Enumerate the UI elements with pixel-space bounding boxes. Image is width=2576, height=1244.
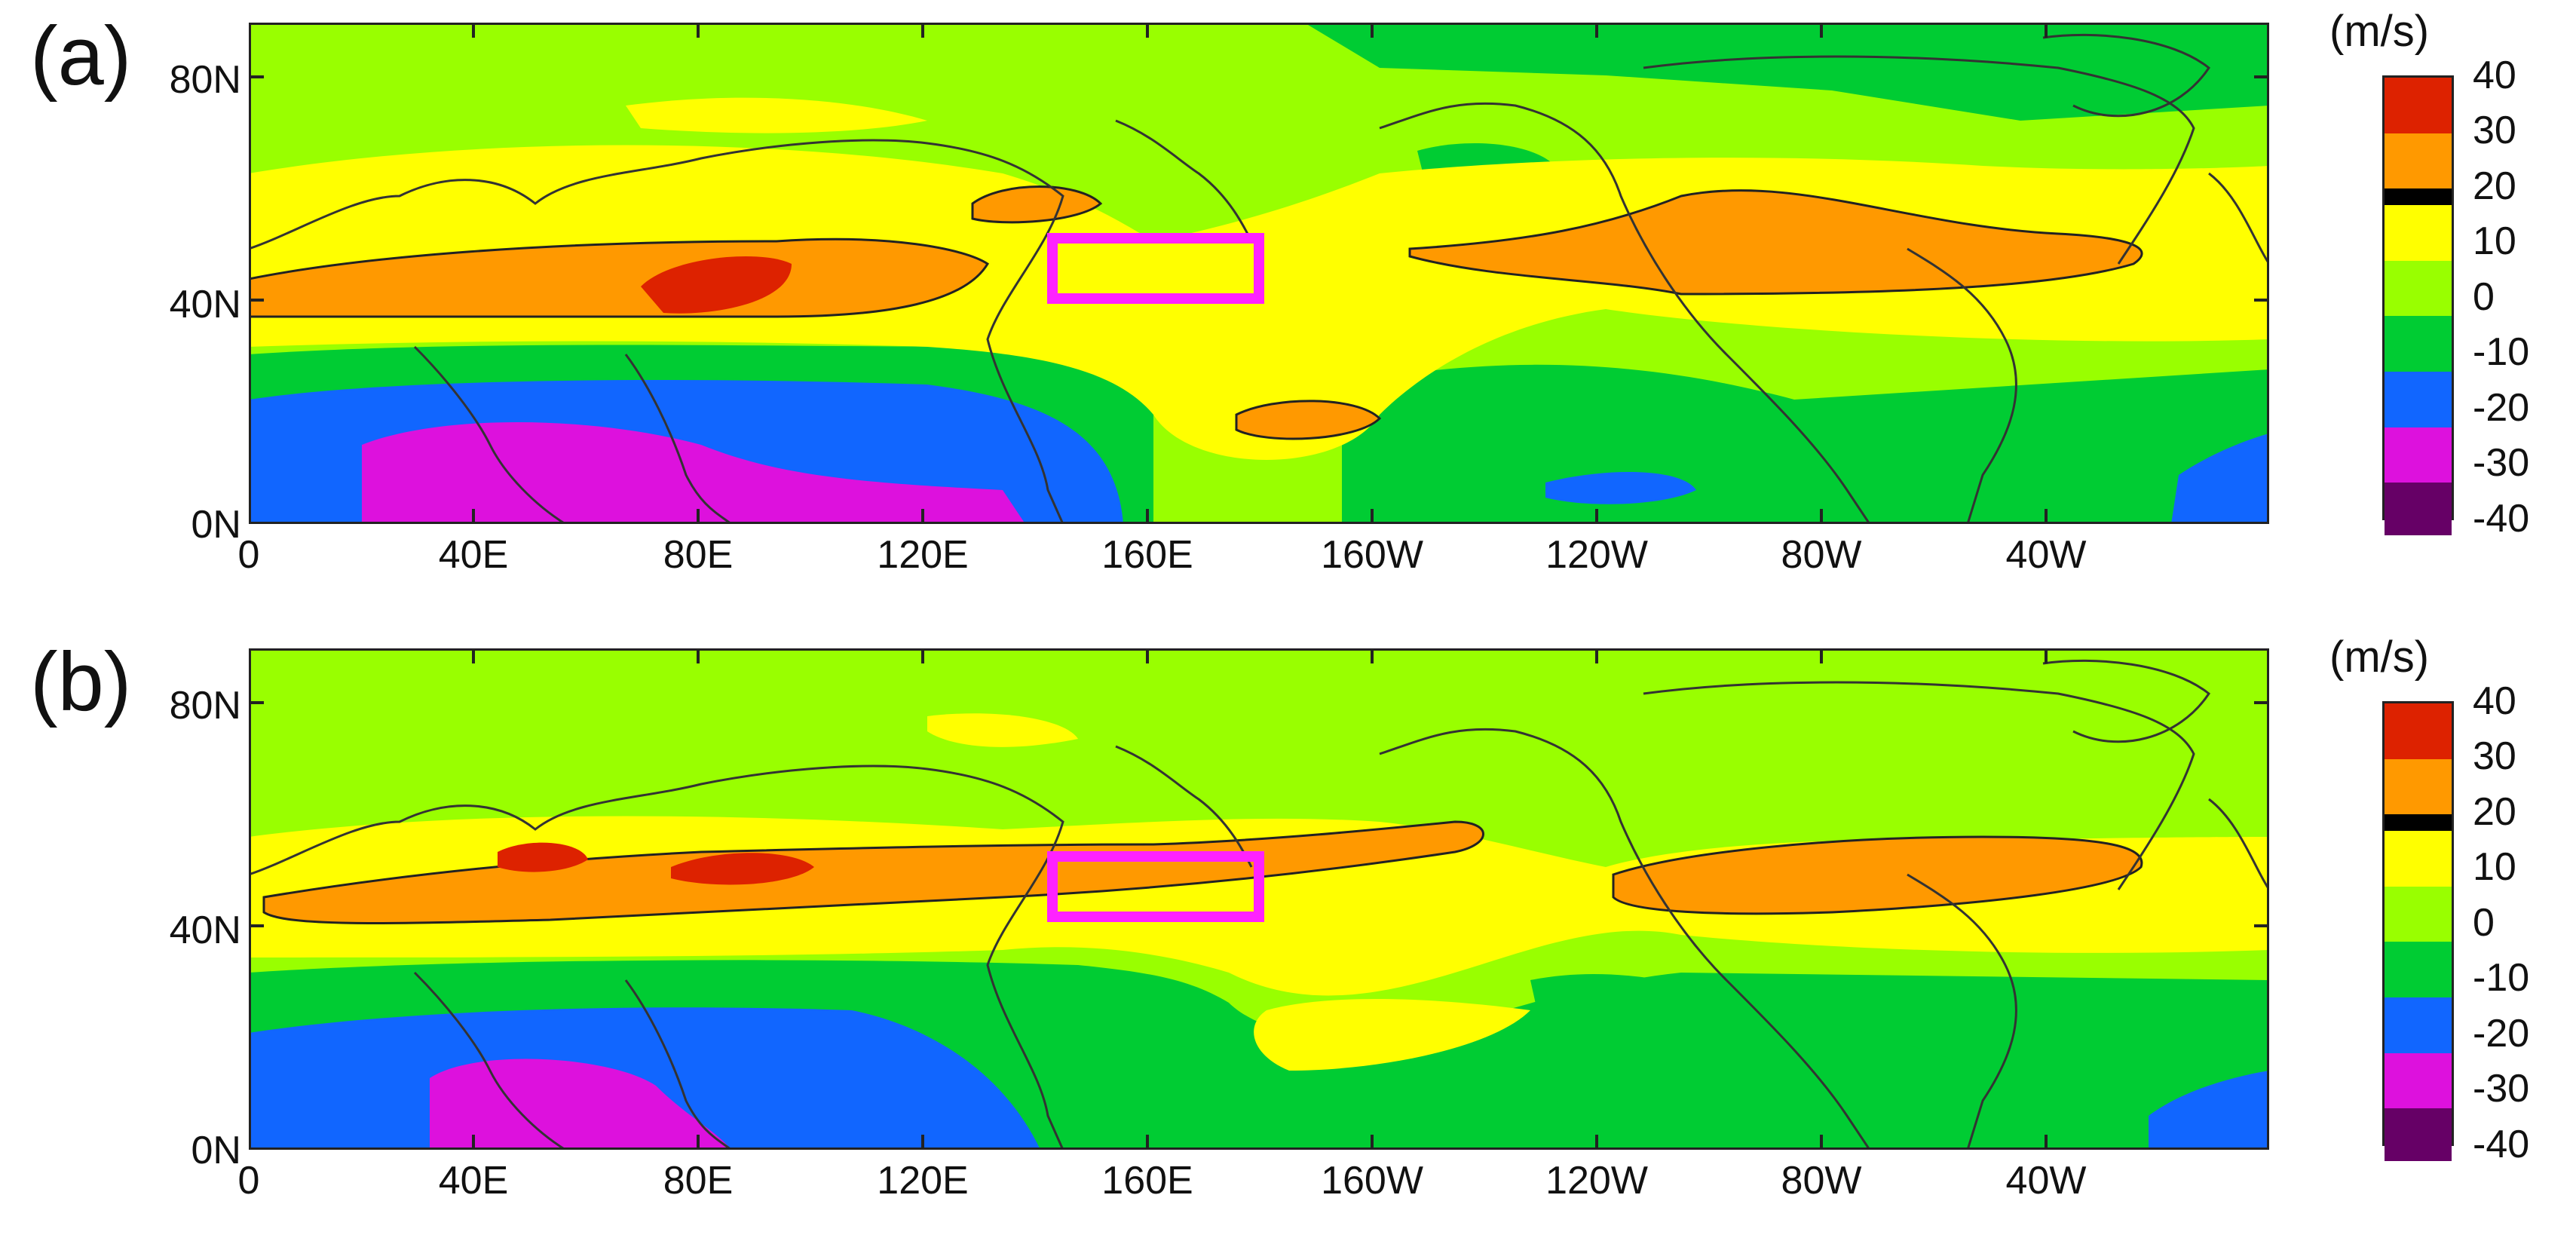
x-tick-label: 160E	[1101, 533, 1193, 577]
colorbar-segment	[2385, 997, 2452, 1053]
colorbar-segment	[2385, 78, 2452, 133]
field-20-30	[262, 820, 1484, 924]
colorbar-label: -10	[2473, 956, 2530, 1000]
field-30-40	[641, 256, 792, 314]
colorbar-label: -20	[2473, 386, 2530, 430]
field-20-30	[971, 185, 1103, 224]
field-20-30	[1408, 189, 2143, 296]
colorbar-segment	[2385, 886, 2452, 942]
panel-a: (a) 80N 40N 0N	[0, 0, 2576, 588]
field-30-40	[671, 853, 814, 885]
colorbar-segment	[2385, 703, 2452, 759]
x-tick-label: 0	[237, 1159, 260, 1203]
colorbar-label: 0	[2473, 901, 2495, 945]
field-20-30	[249, 237, 990, 318]
colorbar-segment	[2385, 758, 2452, 815]
x-tick-label: 0	[237, 533, 260, 577]
colorbar-label: -40	[2473, 497, 2530, 541]
x-tick-label: 80E	[663, 1159, 734, 1203]
wind-map-a	[249, 23, 2269, 524]
x-tick-label: 80E	[663, 533, 734, 577]
coastlines	[249, 33, 2269, 524]
colorbar-segment	[2385, 1052, 2452, 1109]
field-neg10-20	[2149, 1071, 2269, 1150]
colorbar-label: 40	[2473, 54, 2516, 97]
colorbar-unit: (m/s)	[2329, 633, 2430, 682]
colorbar	[2382, 701, 2454, 1162]
field-10-20	[927, 713, 1078, 747]
x-tick-label: 40W	[2005, 1159, 2087, 1203]
colorbar	[2382, 75, 2454, 536]
x-tick-label: 80W	[1781, 533, 1862, 577]
colorbar-segment	[2385, 483, 2452, 536]
colorbar-label: 10	[2473, 845, 2516, 889]
panel-label: (a)	[30, 10, 132, 103]
colorbar-label: -20	[2473, 1012, 2530, 1056]
colorbar-label: -40	[2473, 1123, 2530, 1166]
colorbar-label: 20	[2473, 790, 2516, 834]
colorbar-segment	[2385, 831, 2452, 887]
x-tick-label: 120E	[877, 1159, 969, 1203]
colorbar-segment	[2385, 133, 2452, 189]
y-tick-label: 40N	[169, 908, 241, 952]
x-tick-label: 40E	[438, 1159, 509, 1203]
x-axis-ticks	[249, 648, 2269, 1150]
y-tick-label: 80N	[169, 684, 241, 728]
x-tick-label: 160E	[1101, 1159, 1193, 1203]
field-neg20-30	[430, 1059, 731, 1150]
colorbar-segment	[2385, 188, 2452, 206]
y-tick-label: 0N	[191, 503, 241, 547]
x-tick-label: 40W	[2005, 533, 2087, 577]
colorbar-label: 40	[2473, 679, 2516, 723]
coastlines	[249, 659, 2269, 1150]
x-axis-ticks	[249, 23, 2269, 524]
field-neg10-20	[2171, 434, 2269, 524]
colorbar-segment	[2385, 814, 2452, 832]
colorbar-segment	[2385, 205, 2452, 261]
highlight-box	[1047, 233, 1264, 304]
x-tick-label: 120E	[877, 533, 969, 577]
colorbar-unit: (m/s)	[2329, 7, 2430, 56]
field-neg20-30	[362, 422, 1025, 524]
colorbar-label: -30	[2473, 441, 2530, 485]
colorbar-segment	[2385, 427, 2452, 483]
colorbar-label: 30	[2473, 109, 2516, 152]
x-tick-label: 160W	[1321, 1159, 1423, 1203]
x-tick-label: 40E	[438, 533, 509, 577]
field-10-20	[626, 97, 927, 133]
x-tick-label: 160W	[1321, 533, 1423, 577]
field-20-30	[1235, 400, 1382, 440]
y-tick-label: 80N	[169, 58, 241, 102]
panel-label: (b)	[30, 636, 132, 728]
field-neg0-10	[1304, 23, 2269, 121]
colorbar-label: -30	[2473, 1067, 2530, 1111]
colorbar-label: 10	[2473, 219, 2516, 263]
wind-map-b	[249, 648, 2269, 1150]
y-tick-label: 40N	[169, 283, 241, 326]
colorbar-segment	[2385, 371, 2452, 427]
colorbar-segment	[2385, 1108, 2452, 1162]
colorbar-label: 0	[2473, 275, 2495, 319]
field-10-20	[1254, 999, 1530, 1071]
panel-b: (b) 80N 40N 0N	[0, 626, 2576, 1229]
field-20-30	[1612, 835, 2143, 915]
x-tick-label: 120W	[1545, 533, 1648, 577]
map-frame-b	[249, 648, 2269, 1150]
y-tick-label: 0N	[191, 1129, 241, 1172]
colorbar-segment	[2385, 316, 2452, 372]
colorbar-label: 20	[2473, 164, 2516, 208]
field-neg0-10	[1530, 973, 2269, 1150]
colorbar-label: -10	[2473, 330, 2530, 374]
x-tick-label: 120W	[1545, 1159, 1648, 1203]
colorbar-label: 30	[2473, 734, 2516, 778]
field-neg10-20	[1545, 472, 1696, 504]
highlight-box	[1047, 851, 1264, 922]
map-frame-a	[249, 23, 2269, 524]
colorbar-segment	[2385, 942, 2452, 997]
x-tick-label: 80W	[1781, 1159, 1862, 1203]
colorbar-segment	[2385, 260, 2452, 317]
field-30-40	[498, 842, 588, 872]
